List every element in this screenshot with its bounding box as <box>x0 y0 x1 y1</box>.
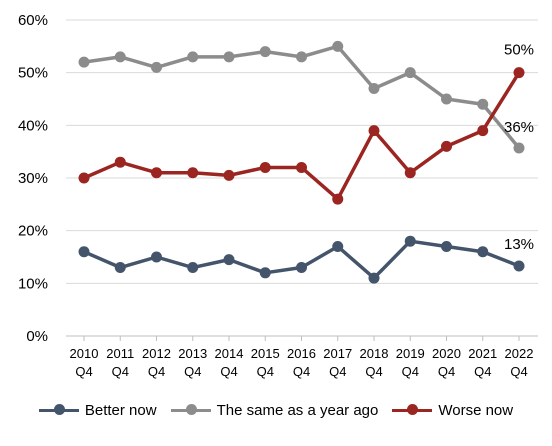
x-tick-label-quarter: Q4 <box>112 364 129 379</box>
gridlines <box>66 19 538 337</box>
data-label-end: 50% <box>504 42 534 59</box>
x-axis-ticks: 2010 Q4 2011 Q4 2012 Q4 2013 Q4 2014 Q4 2015 Q4 2016… <box>70 336 534 379</box>
y-tick-label: 30% <box>18 170 48 187</box>
data-point <box>223 169 235 181</box>
data-point <box>151 167 162 179</box>
data-point <box>513 142 525 154</box>
x-tick-label-quarter: Q4 <box>184 364 201 379</box>
x-tick-label-year: 2017 <box>323 346 352 361</box>
data-point <box>368 272 380 284</box>
x-tick-label-year: 2016 <box>287 346 316 361</box>
data-point <box>296 161 307 173</box>
legend-item: Better now <box>38 401 157 419</box>
x-tick-label-quarter: Q4 <box>329 364 346 379</box>
x-tick-label-year: 2020 <box>432 346 461 361</box>
data-point <box>332 40 344 52</box>
legend-item: Worse now <box>392 402 513 419</box>
data-point <box>404 67 416 79</box>
data-point <box>368 82 380 94</box>
x-tick-label-quarter: Q4 <box>257 364 274 379</box>
x-tick-label-year: 2012 <box>142 346 171 361</box>
x-tick-label-year: 2010 <box>70 346 99 361</box>
series-lines <box>78 40 525 284</box>
data-point <box>441 240 452 252</box>
data-point <box>78 172 90 184</box>
x-tick-label-quarter: Q4 <box>293 364 310 379</box>
data-point <box>187 51 199 63</box>
x-tick-label-quarter: Q4 <box>474 364 491 379</box>
x-tick-label-year: 2011 <box>106 346 134 361</box>
data-point <box>513 260 525 272</box>
data-point <box>296 262 307 274</box>
x-tick-label-quarter: Q4 <box>148 364 165 379</box>
y-axis-ticks: 0% 10% 20% 30% 40% 50% 60% <box>18 12 48 345</box>
series-line-2 <box>83 71 521 201</box>
legend-label: The same as a year ago <box>216 401 379 419</box>
data-point <box>404 167 416 179</box>
legend-swatch <box>170 404 211 416</box>
data-point <box>78 56 90 68</box>
x-tick-label-quarter: Q4 <box>510 364 527 379</box>
x-tick-label-year: 2019 <box>396 346 425 361</box>
x-tick-label-quarter: Q4 <box>438 364 455 379</box>
data-labels: 13% 36% 50% <box>504 42 534 253</box>
data-point <box>151 251 162 263</box>
y-tick-label: 0% <box>26 328 48 345</box>
data-point <box>332 240 344 252</box>
x-tick-label-quarter: Q4 <box>75 364 92 379</box>
x-tick-label-year: 2013 <box>178 346 207 361</box>
x-tick-label-quarter: Q4 <box>402 364 419 379</box>
data-point <box>477 246 489 258</box>
y-tick-label: 20% <box>18 223 48 240</box>
x-tick-label-quarter: Q4 <box>220 364 237 379</box>
y-tick-label: 60% <box>18 12 48 29</box>
legend-item: The same as a year ago <box>170 401 379 419</box>
data-point <box>151 61 162 73</box>
legend-label: Worse now <box>438 401 514 419</box>
data-point <box>296 51 307 63</box>
data-label-end: 13% <box>504 236 534 253</box>
data-point <box>187 167 199 179</box>
y-tick-label: 10% <box>18 275 48 292</box>
data-point <box>332 193 344 205</box>
data-point <box>259 161 271 173</box>
data-point <box>223 254 235 266</box>
data-point <box>78 246 90 258</box>
y-tick-label: 50% <box>18 65 48 82</box>
x-tick-label-year: 2021 <box>468 346 497 361</box>
legend-label: Better now <box>84 401 157 419</box>
data-point <box>114 262 126 274</box>
y-tick-label: 40% <box>18 117 48 134</box>
data-point <box>513 67 525 79</box>
data-point <box>477 98 489 110</box>
data-point <box>441 93 452 105</box>
data-point <box>114 156 126 168</box>
data-point <box>259 267 271 279</box>
x-tick-label-year: 2022 <box>505 346 534 361</box>
data-point <box>477 125 489 137</box>
data-label-end: 36% <box>504 119 534 136</box>
data-point <box>404 235 416 247</box>
x-tick-label-quarter: Q4 <box>365 364 382 379</box>
data-point <box>259 46 271 58</box>
legend-swatch <box>392 404 433 416</box>
data-point <box>114 51 126 63</box>
legend: Better now The same as a year ago Worse no… <box>0 398 552 422</box>
data-point <box>368 125 380 137</box>
data-point <box>441 140 452 152</box>
legend-swatch <box>38 404 79 416</box>
x-tick-label-year: 2015 <box>251 346 280 361</box>
x-tick-label-year: 2018 <box>360 346 389 361</box>
data-point <box>187 262 199 274</box>
data-point <box>223 51 235 63</box>
x-tick-label-year: 2014 <box>215 346 244 361</box>
